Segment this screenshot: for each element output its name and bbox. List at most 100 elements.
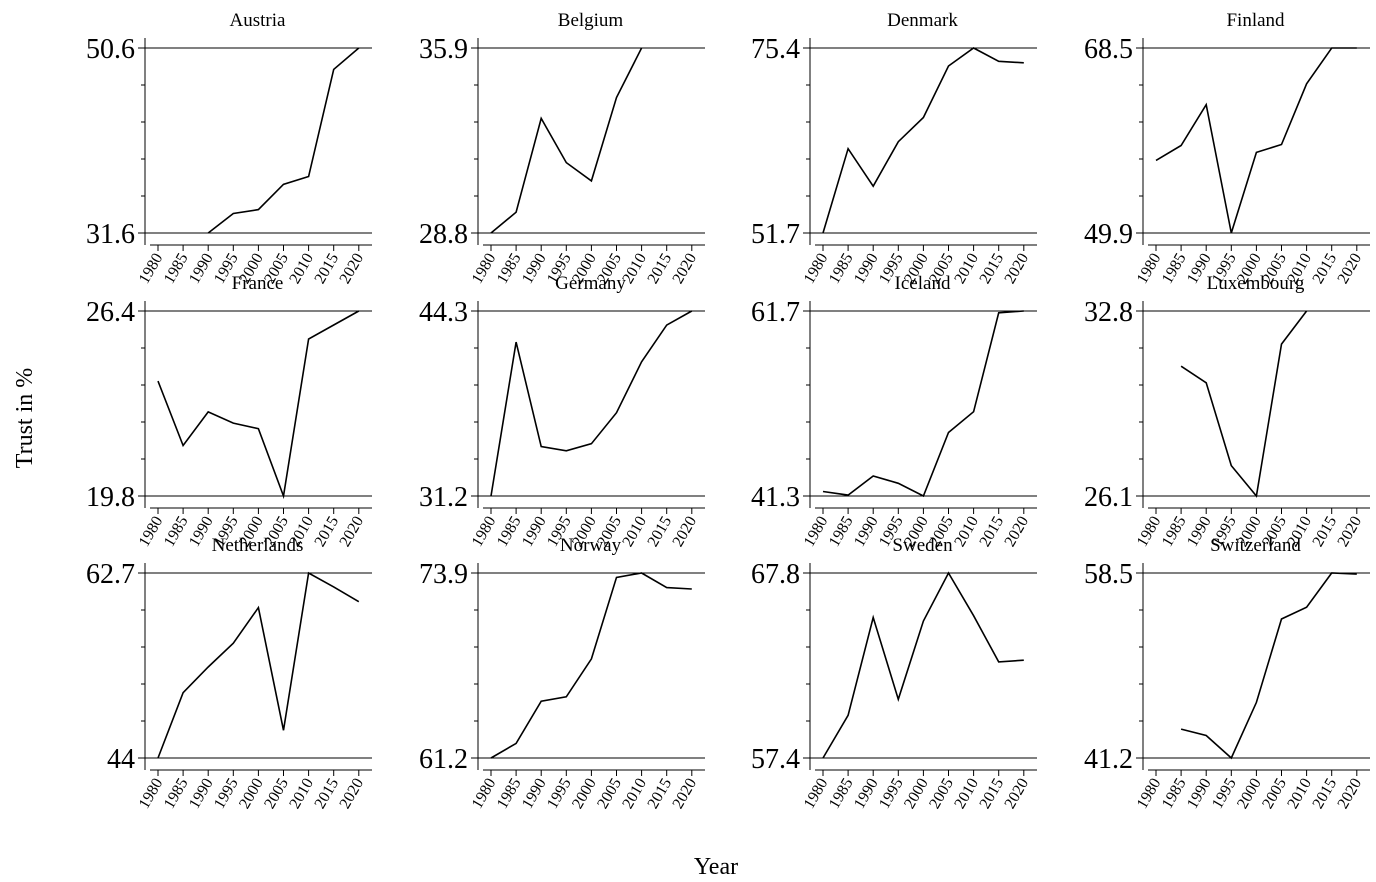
y-tick-label: 32.8 — [1084, 297, 1133, 328]
series-line-belgium — [490, 47, 643, 234]
y-tick-label: 26.1 — [1084, 482, 1133, 513]
x-tick-label: 1995 — [211, 776, 242, 812]
x-tick-label: 2005 — [594, 776, 625, 812]
x-tick-label: 2020 — [1002, 514, 1033, 550]
x-tick-label: 1995 — [876, 776, 907, 812]
series-line-france — [157, 310, 360, 500]
y-tick-label: 61.2 — [419, 744, 468, 775]
panel-netherlands: Netherlands 44 62.7 19801985199019952000200… — [86, 535, 372, 812]
y-tick-label: 41.2 — [1084, 744, 1133, 775]
panel-france: France19.826.419801985199019952000200520… — [86, 273, 372, 550]
x-tick-label: 1980 — [1134, 776, 1165, 812]
series-line-finland — [1155, 47, 1357, 234]
panel-iceland: Iceland41.361.71980198519901995200020052… — [751, 273, 1037, 550]
panel-title: Finland — [1226, 10, 1285, 31]
y-axis-label: Trust in % — [12, 368, 38, 468]
y-tick-label: 41.3 — [751, 482, 800, 513]
panel-switzerland: Switzerland41.258.5198019851990199520002… — [1084, 535, 1370, 812]
x-tick-label: 1990 — [519, 251, 550, 287]
x-tick-label: 1980 — [469, 776, 500, 812]
x-tick-label: 1985 — [494, 514, 525, 550]
panel-title: Belgium — [558, 10, 624, 31]
x-tick-label: 1985 — [826, 514, 857, 550]
x-tick-label: 2020 — [337, 776, 368, 812]
y-tick-label: 62.7 — [86, 559, 135, 590]
x-tick-label: 2015 — [311, 514, 342, 550]
x-tick-label: 1990 — [1184, 776, 1215, 812]
panel-grid: Austria31.650.61980198519901995200020052… — [86, 10, 1370, 812]
x-tick-label: 1985 — [826, 251, 857, 287]
x-tick-label: 2020 — [670, 776, 701, 812]
x-tick-label: 2000 — [1234, 776, 1265, 812]
x-tick-label: 2020 — [670, 514, 701, 550]
panel-norway: Norway61.273.919801985199019952000200520… — [419, 535, 705, 812]
x-tick-label: 2010 — [951, 776, 982, 812]
x-tick-label: 1990 — [186, 251, 217, 287]
x-tick-label: 2010 — [619, 776, 650, 812]
x-tick-label: 1985 — [1159, 251, 1190, 287]
x-tick-label: 2020 — [670, 251, 701, 287]
y-tick-label: 28.8 — [419, 219, 468, 250]
panel-belgium: Belgium28.835.91980198519901995200020052… — [419, 10, 705, 287]
x-tick-label: 2020 — [1002, 776, 1033, 812]
panel-austria: Austria31.650.61980198519901995200020052… — [86, 10, 372, 287]
x-tick-label: 2010 — [286, 251, 317, 287]
series-line-germany — [490, 310, 693, 497]
panel-title: Netherlands — [212, 535, 304, 556]
x-tick-label: 1990 — [851, 776, 882, 812]
y-tick-label: 50.6 — [86, 34, 135, 65]
y-tick-label: 68.5 — [1084, 34, 1133, 65]
y-tick-label: 19.8 — [86, 482, 135, 513]
x-tick-label: 2000 — [901, 776, 932, 812]
x-tick-label: 1980 — [136, 251, 167, 287]
x-tick-label: 2015 — [644, 776, 675, 812]
x-tick-label: 2015 — [311, 251, 342, 287]
series-line-iceland — [822, 310, 1024, 498]
x-tick-label: 2020 — [1002, 251, 1033, 287]
x-tick-label: 1990 — [851, 514, 882, 550]
panel-denmark: Denmark51.775.41980198519901995200020052… — [751, 10, 1037, 287]
x-tick-label: 1980 — [136, 514, 167, 550]
x-tick-label: 2015 — [1309, 776, 1340, 812]
x-tick-label: 1980 — [469, 251, 500, 287]
x-tick-label: 2010 — [951, 251, 982, 287]
panel-title: Iceland — [895, 273, 951, 294]
x-tick-label: 2015 — [1309, 514, 1340, 550]
x-tick-label: 1985 — [161, 776, 192, 812]
x-tick-label: 2015 — [644, 514, 675, 550]
y-tick-label: 31.2 — [419, 482, 468, 513]
x-tick-label: 1990 — [851, 251, 882, 287]
series-line-sweden — [822, 571, 1024, 759]
y-tick-label: 51.7 — [751, 219, 800, 250]
x-tick-label: 1980 — [801, 776, 832, 812]
y-tick-label: 35.9 — [419, 34, 468, 65]
y-tick-label: 49.9 — [1084, 219, 1133, 250]
x-tick-label: 1985 — [494, 776, 525, 812]
x-tick-label: 1985 — [161, 251, 192, 287]
y-tick-label: 58.5 — [1084, 559, 1133, 590]
x-tick-label: 2015 — [1309, 251, 1340, 287]
x-tick-label: 1995 — [544, 776, 575, 812]
panel-title: Sweden — [892, 535, 953, 556]
x-tick-label: 1980 — [801, 251, 832, 287]
x-tick-label: 2000 — [236, 776, 267, 812]
x-tick-label: 2020 — [337, 251, 368, 287]
x-tick-label: 2015 — [311, 776, 342, 812]
panel-germany: Germany31.244.31980198519901995200020052… — [419, 273, 705, 550]
x-tick-label: 1990 — [519, 514, 550, 550]
series-line-netherlands — [157, 571, 360, 759]
y-tick-label: 57.4 — [751, 744, 800, 775]
x-tick-label: 1985 — [826, 776, 857, 812]
x-axis-label: Year — [694, 854, 738, 880]
x-tick-label: 2010 — [1284, 776, 1315, 812]
x-tick-label: 1990 — [519, 776, 550, 812]
y-tick-label: 61.7 — [751, 297, 800, 328]
panel-title: France — [232, 273, 284, 294]
panel-title: Norway — [560, 535, 622, 556]
x-tick-label: 2005 — [1259, 776, 1290, 812]
x-tick-label: 1995 — [1209, 776, 1240, 812]
panel-title: Denmark — [887, 10, 958, 31]
x-tick-label: 2010 — [951, 514, 982, 550]
panel-title: Germany — [555, 273, 626, 294]
